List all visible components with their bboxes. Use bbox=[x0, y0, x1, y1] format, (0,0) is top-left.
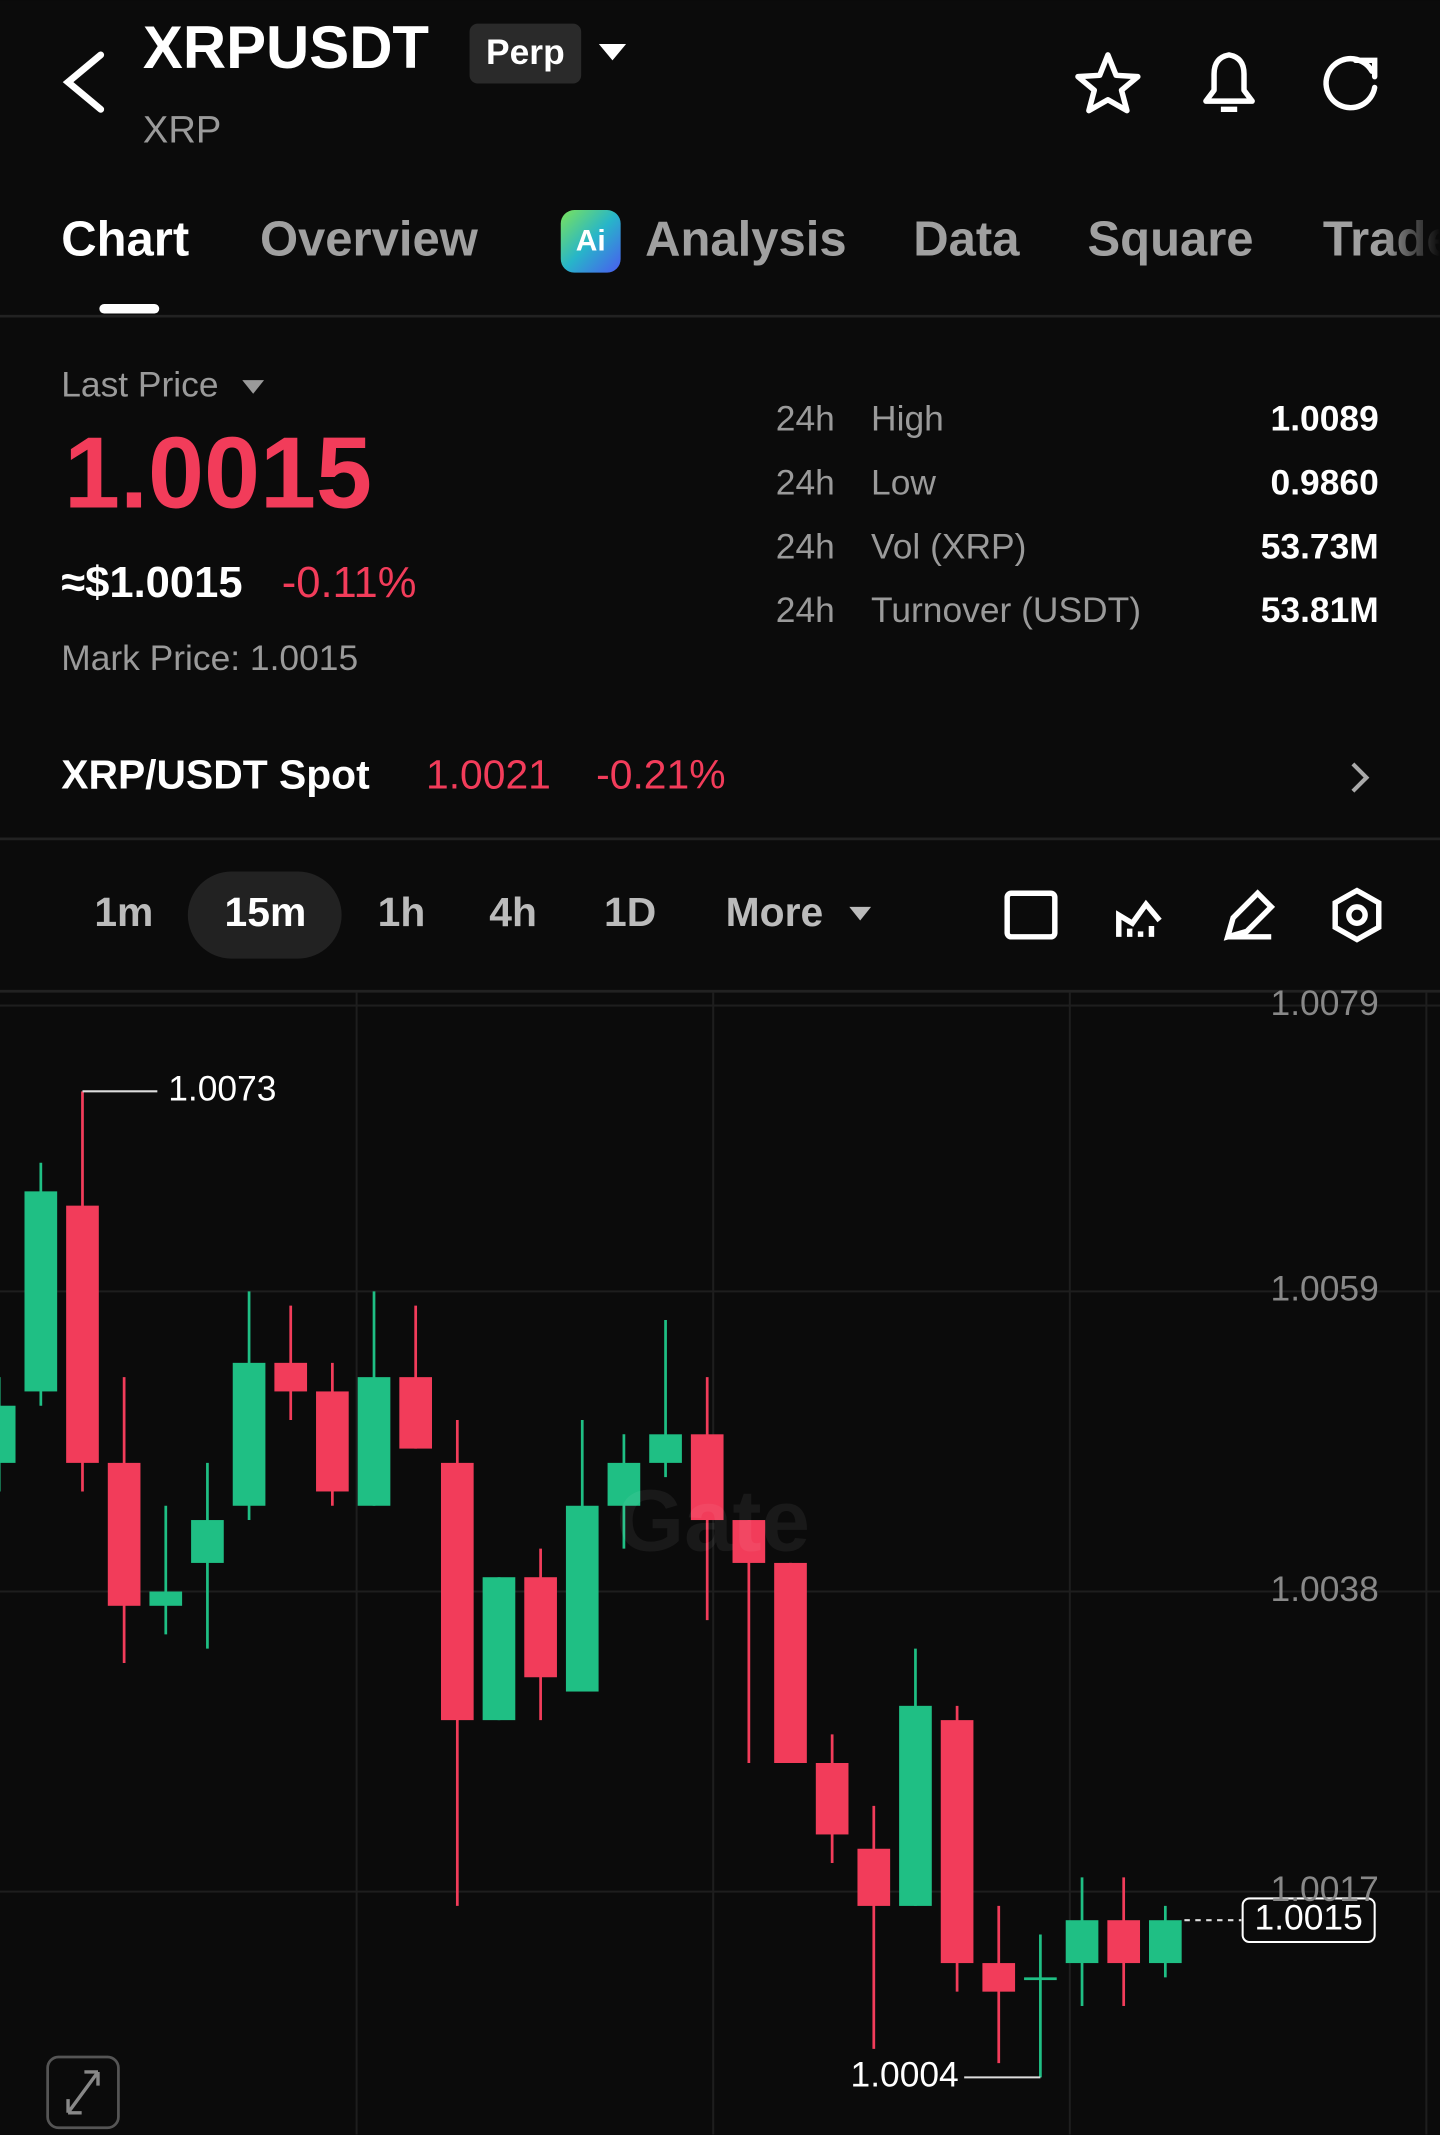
low-label: 1.0004 bbox=[851, 2056, 959, 2095]
candle-body bbox=[649, 1434, 682, 1463]
price-label: Last Price bbox=[61, 365, 218, 404]
symbol-dropdown[interactable] bbox=[598, 43, 627, 61]
stat-period: 24h bbox=[776, 399, 835, 438]
stat-label: Vol (XRP) bbox=[871, 527, 1026, 566]
chart-area: 1.0073 1.0004 1.0015 bbox=[0, 992, 1440, 2135]
candle-body bbox=[440, 1462, 474, 1721]
settings-icon-dot bbox=[1346, 904, 1368, 926]
usd-price: ≈$1.0015 bbox=[61, 559, 242, 607]
base-asset: XRP bbox=[143, 110, 221, 152]
high-label: 1.0073 bbox=[168, 1070, 276, 1109]
candle-body bbox=[524, 1577, 557, 1678]
tab[interactable]: Overview bbox=[260, 213, 479, 267]
fullscreen-button[interactable] bbox=[46, 2055, 120, 2130]
fullscreen-icon bbox=[66, 2070, 100, 2115]
badge: Perp bbox=[486, 33, 565, 72]
candle-body bbox=[1024, 1977, 1057, 1981]
stat-label: High bbox=[871, 399, 944, 438]
indicator-icon[interactable] bbox=[1116, 899, 1162, 937]
stat-value: 0.9860 bbox=[1271, 463, 1379, 502]
layout-icon[interactable] bbox=[1004, 890, 1058, 940]
spot-change: -0.21% bbox=[596, 751, 725, 797]
candle-body bbox=[316, 1391, 349, 1492]
tab[interactable]: Square bbox=[1087, 213, 1253, 267]
y-tick-label: 1.0079 bbox=[1271, 984, 1379, 1023]
interval[interactable]: 4h bbox=[489, 889, 537, 935]
candle-body bbox=[191, 1520, 224, 1563]
tab[interactable]: Chart bbox=[61, 213, 189, 267]
candle-body bbox=[24, 1191, 58, 1392]
refresh-icon[interactable] bbox=[1323, 56, 1378, 111]
spot-price: 1.0021 bbox=[426, 751, 551, 797]
tab-underline bbox=[99, 303, 160, 314]
spot-label[interactable]: XRP/USDT Spot bbox=[61, 751, 370, 797]
candle-body bbox=[815, 1763, 849, 1835]
tab-fade bbox=[1381, 166, 1440, 317]
ai-icon bbox=[560, 210, 621, 273]
candle-body bbox=[607, 1462, 641, 1506]
price-type-dropdown[interactable] bbox=[242, 380, 265, 394]
candle-body bbox=[1149, 1920, 1182, 1964]
candle-body bbox=[274, 1362, 308, 1392]
interval[interactable]: 1m bbox=[94, 889, 153, 935]
candle-body bbox=[690, 1434, 724, 1521]
tab[interactable]: Analysis bbox=[645, 213, 846, 267]
interval-selected-bg bbox=[187, 871, 342, 959]
mark-price: Mark Price: 1.0015 bbox=[61, 639, 358, 678]
stat-value: 1.0089 bbox=[1271, 399, 1379, 438]
candle-body bbox=[1107, 1920, 1141, 1964]
candle-body bbox=[0, 1405, 16, 1463]
settings-icon[interactable] bbox=[1332, 887, 1382, 943]
candle-body bbox=[149, 1591, 183, 1606]
candle-body bbox=[857, 1848, 891, 1906]
candle-body bbox=[565, 1505, 599, 1692]
interval[interactable]: 1h bbox=[378, 889, 426, 935]
stat-label: Low bbox=[871, 463, 936, 502]
last-price: 1.0015 bbox=[64, 417, 372, 529]
stat-value: 53.81M bbox=[1261, 591, 1379, 630]
more-dropdown[interactable] bbox=[849, 906, 872, 921]
draw-icon[interactable] bbox=[1223, 889, 1276, 941]
alert-icon[interactable] bbox=[1203, 52, 1255, 113]
candle-body bbox=[232, 1362, 266, 1506]
y-tick-label: 1.0059 bbox=[1271, 1270, 1379, 1309]
stat-period: 24h bbox=[776, 591, 835, 630]
price-change: -0.11% bbox=[282, 559, 417, 607]
stat-value: 53.73M bbox=[1261, 527, 1379, 566]
symbol: XRPUSDT bbox=[143, 14, 429, 81]
interval[interactable]: 15m bbox=[225, 889, 307, 935]
spot-chevron[interactable] bbox=[1351, 762, 1370, 793]
watermark: Gate bbox=[616, 1473, 810, 1570]
ai-icon-text: Ai bbox=[576, 225, 606, 258]
candle-body bbox=[774, 1562, 807, 1764]
badge-bg bbox=[469, 23, 582, 84]
favorite-icon[interactable] bbox=[1075, 52, 1141, 114]
stat-period: 24h bbox=[776, 527, 835, 566]
stat-label: Turnover (USDT) bbox=[871, 591, 1141, 630]
candle-body bbox=[107, 1462, 141, 1606]
candle-body bbox=[482, 1577, 516, 1721]
y-tick-label: 1.0038 bbox=[1271, 1570, 1379, 1609]
candle-body bbox=[982, 1963, 1016, 1992]
back-button[interactable] bbox=[62, 51, 105, 113]
candle-body bbox=[732, 1520, 766, 1563]
interval[interactable]: 1D bbox=[604, 889, 656, 935]
candle-body bbox=[899, 1705, 932, 1906]
candle-body bbox=[66, 1205, 99, 1463]
candle-body bbox=[940, 1720, 974, 1964]
y-tick-label: 1.0017 bbox=[1271, 1870, 1379, 1909]
candle-body bbox=[1065, 1920, 1099, 1964]
candle-body bbox=[399, 1377, 432, 1449]
last-price-tag bbox=[1241, 1897, 1376, 1944]
candle-body bbox=[357, 1377, 391, 1506]
tab[interactable]: Data bbox=[913, 213, 1020, 267]
stat-period: 24h bbox=[776, 463, 835, 502]
last-price-tag-label: 1.0015 bbox=[1255, 1899, 1363, 1938]
interval[interactable]: More bbox=[726, 889, 824, 935]
